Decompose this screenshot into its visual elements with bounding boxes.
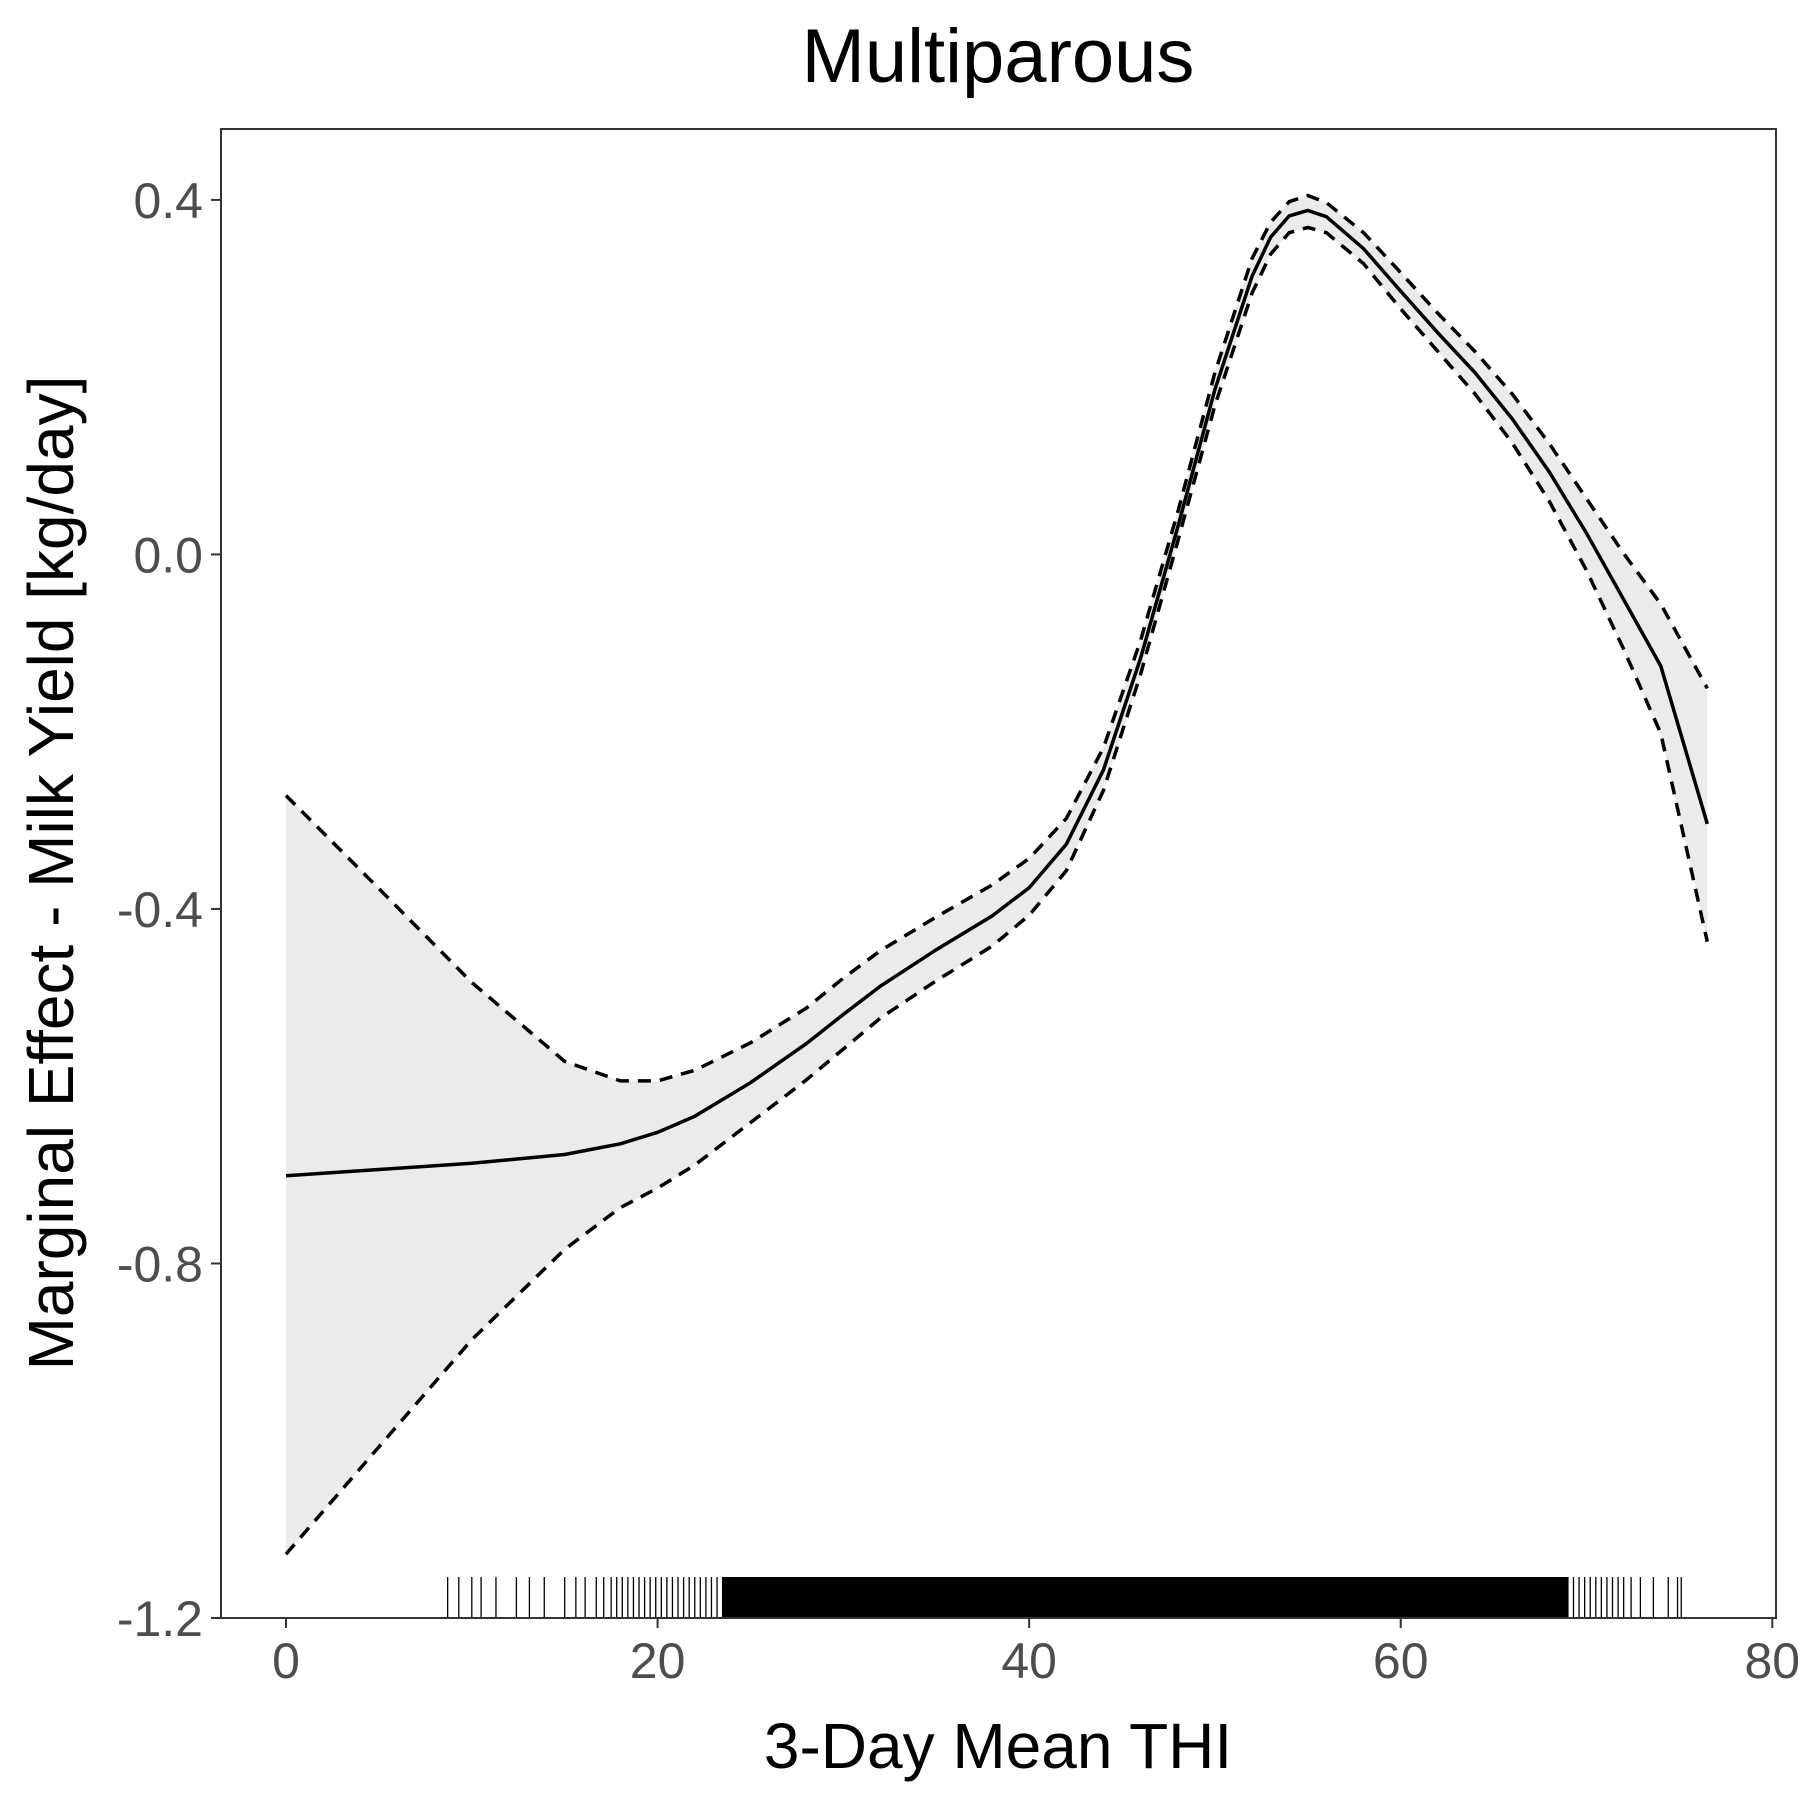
y-tick-label: 0.0 [133, 527, 203, 583]
x-tick-label: 0 [272, 1633, 300, 1689]
panel-border [220, 128, 1777, 1619]
x-axis-title: 3-Day Mean THI [764, 1710, 1232, 1782]
y-tick-label: -0.8 [117, 1236, 203, 1292]
chart-title: Multiparous [802, 14, 1195, 99]
upper-bound-line [284, 193, 1709, 1083]
x-tick-label: 20 [630, 1633, 686, 1689]
y-axis-title: Marginal Effect - Milk Yield [kg/day] [15, 376, 87, 1371]
rug [447, 1577, 1682, 1617]
rug-dense-block [722, 1577, 1568, 1617]
estimate-line [285, 208, 1709, 1178]
lower-bound-line [284, 225, 1710, 1556]
y-tick-label: -1.2 [117, 1591, 203, 1647]
axes: 0 20 40 60 80 -1.2 -0.8 -0.4 0.0 0.4 [117, 173, 1800, 1689]
y-tick-label: -0.4 [117, 882, 203, 938]
plot-area [284, 193, 1710, 1617]
y-tick-label: 0.4 [133, 173, 203, 229]
x-tick-label: 80 [1744, 1633, 1800, 1689]
confidence-band [286, 195, 1708, 1555]
x-tick-label: 60 [1373, 1633, 1429, 1689]
x-tick-label: 40 [1001, 1633, 1057, 1689]
